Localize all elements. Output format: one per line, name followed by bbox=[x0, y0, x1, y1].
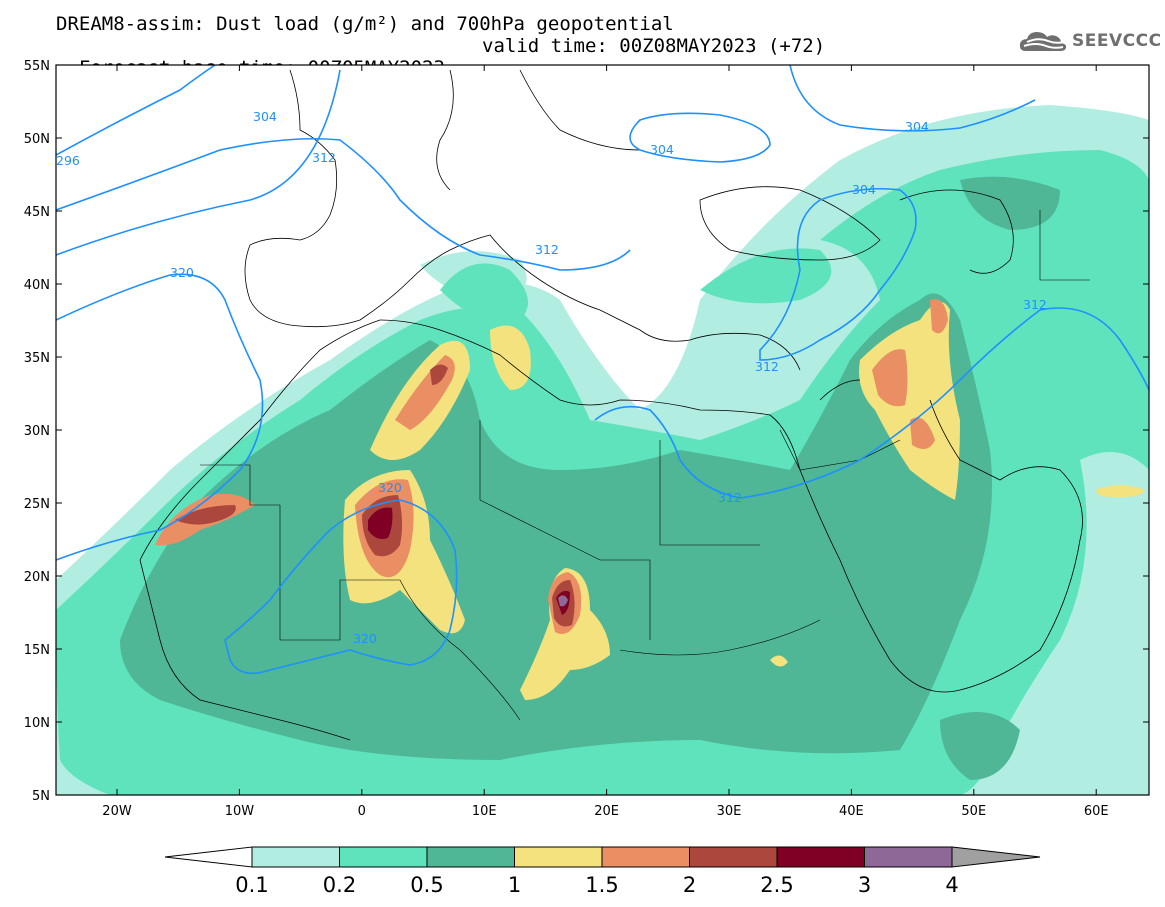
dust-band-0.5 bbox=[120, 176, 1060, 780]
colorbar-box bbox=[689, 846, 778, 868]
lat-label: 25N bbox=[24, 497, 50, 512]
valid-time: valid time: 00Z08MAY2023 (+72) bbox=[482, 35, 826, 57]
contour-label: 304 bbox=[852, 182, 876, 197]
latitude-axis: 55N 50N 45N 40N 35N 30N 25N 20N 15N 10N 5N bbox=[24, 59, 1149, 804]
lat-label: 30N bbox=[24, 424, 50, 439]
lon-label: 20W bbox=[102, 804, 132, 819]
colorbar-box bbox=[776, 846, 865, 868]
colorbar-box bbox=[601, 846, 690, 868]
lon-label: 40E bbox=[839, 804, 864, 819]
colorbar-box bbox=[426, 846, 515, 868]
contour-label: 320 bbox=[378, 480, 402, 495]
country-borders bbox=[200, 210, 1090, 721]
contour-label: 296 bbox=[56, 153, 80, 168]
colorbar-box bbox=[514, 846, 603, 868]
colorbar-label: 0.1 bbox=[235, 873, 268, 897]
logo-text: SEEVCCC bbox=[1072, 31, 1162, 51]
lon-label: 20E bbox=[594, 804, 619, 819]
colorbar-box bbox=[339, 846, 428, 868]
contour-label: 304 bbox=[905, 119, 929, 134]
lat-label: 15N bbox=[24, 643, 50, 658]
contour-labels: 304 296 312 304 304 312 320 304 312 312 … bbox=[56, 109, 1047, 646]
lat-label: 55N bbox=[24, 59, 50, 74]
colorbar-label: 0.5 bbox=[410, 873, 443, 897]
contour-label: 312 bbox=[535, 242, 559, 257]
colorbar-label: 2.5 bbox=[760, 873, 793, 897]
colorbar: 0.1 0.2 0.5 1 1.5 2 2.5 3 4 bbox=[164, 846, 1041, 897]
lat-label: 35N bbox=[24, 351, 50, 366]
longitude-axis: 20W 10W 0 10E 20E 30E 40E 50E 60E bbox=[102, 65, 1109, 819]
contour-label: 320 bbox=[170, 265, 194, 280]
contour-label: 312 bbox=[755, 359, 779, 374]
colorbar-label: 1 bbox=[508, 873, 521, 897]
contour-label: 312 bbox=[718, 490, 742, 505]
colorbar-box bbox=[864, 846, 953, 868]
contour-label: 312 bbox=[1023, 297, 1047, 312]
lat-label: 50N bbox=[24, 132, 50, 147]
seevccc-logo: SEEVCCC bbox=[1018, 28, 1162, 54]
lat-label: 10N bbox=[24, 716, 50, 731]
lon-label: 60E bbox=[1084, 804, 1109, 819]
coastlines bbox=[139, 69, 1083, 741]
colorbar-label: 4 bbox=[945, 873, 958, 897]
contour-label: 304 bbox=[650, 142, 674, 157]
geopotential-contours bbox=[56, 65, 1149, 675]
colorbar-label: 2 bbox=[683, 873, 696, 897]
colorbar-box bbox=[251, 846, 340, 868]
lon-label: 50E bbox=[961, 804, 986, 819]
lon-label: 0 bbox=[358, 804, 366, 819]
contour-label: 304 bbox=[253, 109, 277, 124]
lat-label: 5N bbox=[32, 789, 50, 804]
contour-label: 320 bbox=[353, 631, 377, 646]
colorbar-label: 3 bbox=[858, 873, 871, 897]
colorbar-label: 1.5 bbox=[585, 873, 618, 897]
map-title: DREAM8-assim: Dust load (g/m²) and 700hP… bbox=[56, 13, 674, 35]
lon-label: 10E bbox=[472, 804, 497, 819]
map-area: 304 296 312 304 304 312 320 304 312 312 … bbox=[56, 65, 1149, 795]
lon-label: 30E bbox=[717, 804, 742, 819]
colorbar-label: 0.2 bbox=[323, 873, 356, 897]
colorbar-over bbox=[951, 846, 1041, 868]
lon-label: 10W bbox=[225, 804, 255, 819]
lat-label: 45N bbox=[24, 205, 50, 220]
dust-band-3 bbox=[558, 595, 568, 607]
contour-label: 312 bbox=[312, 150, 336, 165]
lat-label: 40N bbox=[24, 278, 50, 293]
lat-label: 20N bbox=[24, 570, 50, 585]
cloud-icon bbox=[1019, 32, 1067, 51]
colorbar-under bbox=[164, 846, 253, 868]
